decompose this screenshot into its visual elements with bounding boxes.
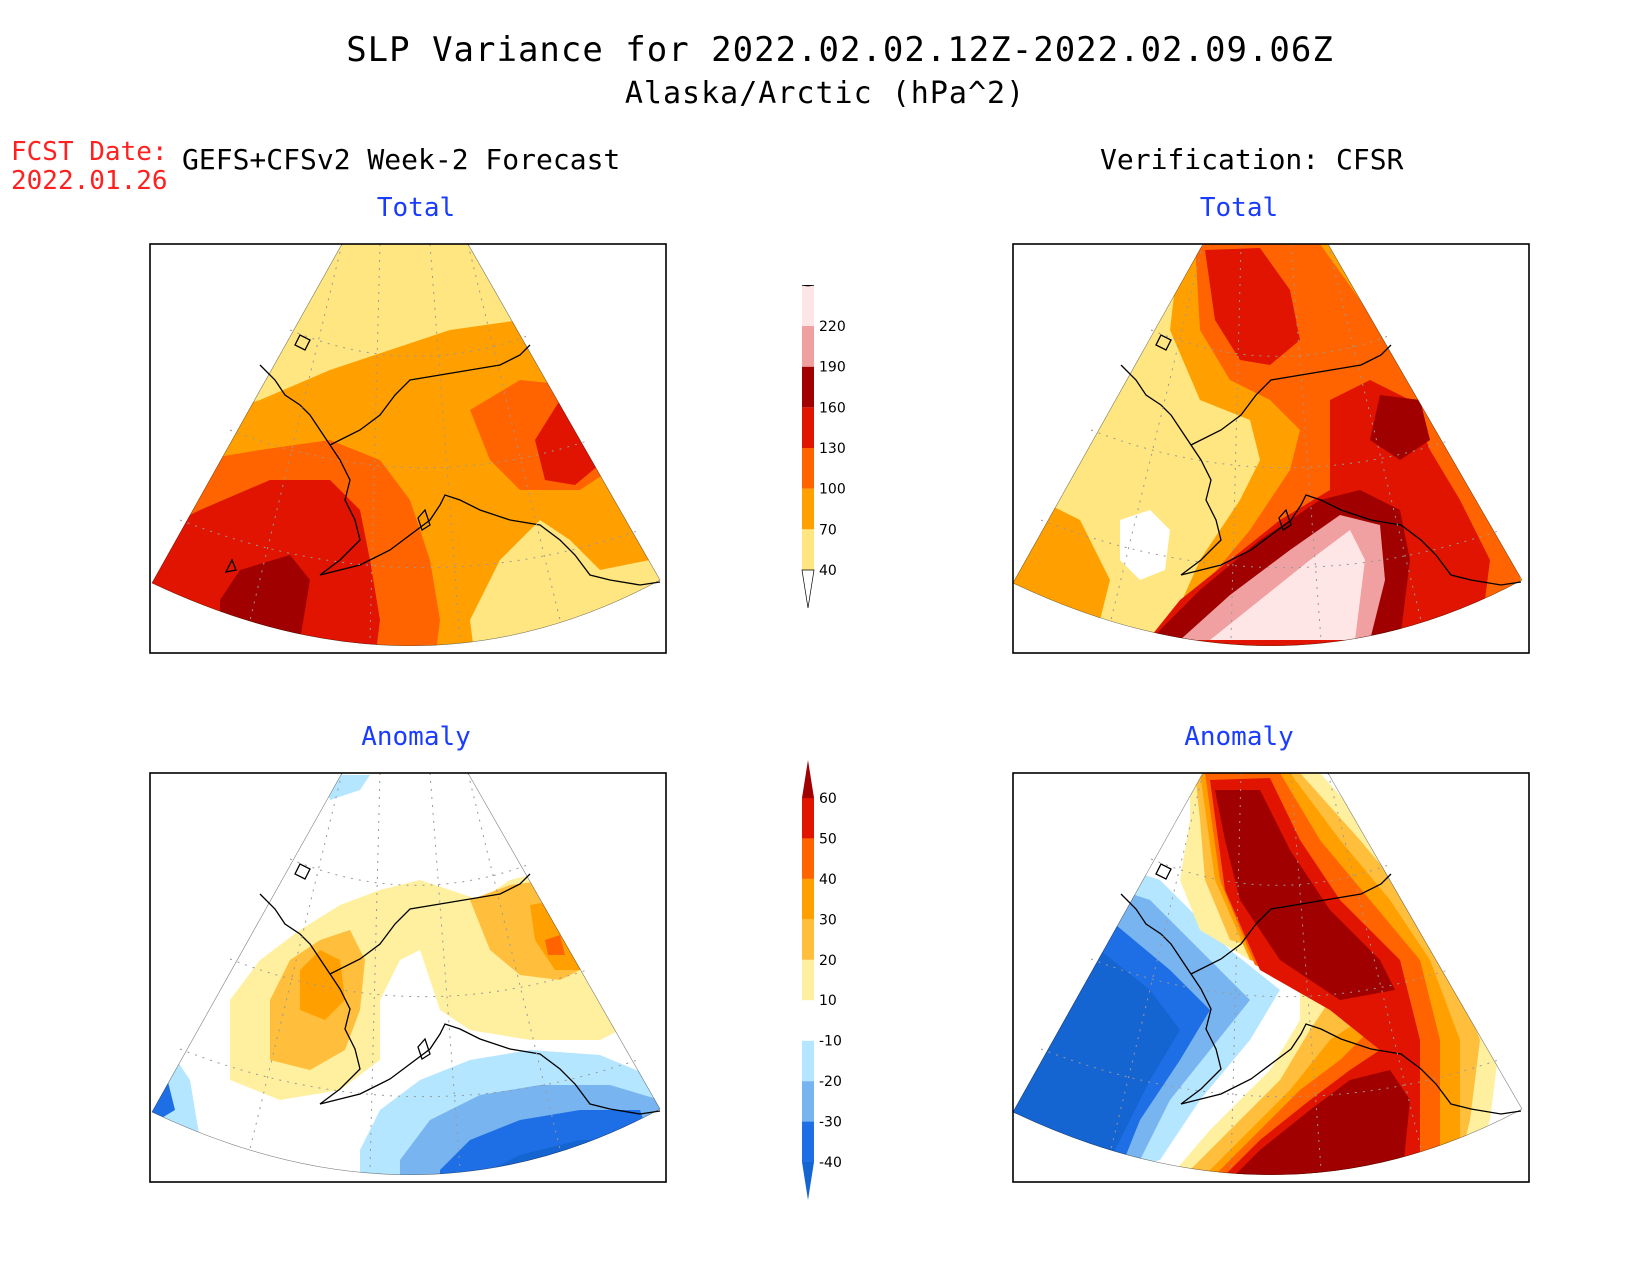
forecast-column-heading: GEFS+CFSv2 Week-2 Forecast xyxy=(182,143,621,176)
colorbar-swatch xyxy=(802,1121,814,1162)
colorbar-tick-label: -20 xyxy=(819,1074,842,1090)
forecast-total-frame xyxy=(149,243,667,654)
colorbar-triangle-bottom xyxy=(802,1162,814,1200)
chart-title: SLP Variance for 2022.02.02.12Z-2022.02.… xyxy=(346,30,1334,70)
colorbar-swatch xyxy=(802,959,814,1001)
colorbar-swatch xyxy=(802,1040,814,1082)
colorbar-swatch xyxy=(802,1000,814,1041)
verification-anomaly-title: Anomaly xyxy=(1184,722,1294,752)
colorbar-tick-label: 60 xyxy=(819,791,837,807)
fan-outline xyxy=(151,243,661,647)
graticule xyxy=(179,243,641,641)
region-160-190 xyxy=(1370,395,1430,460)
colorbar-swatch xyxy=(802,326,814,367)
region-220-plus xyxy=(1210,530,1365,640)
region-below-40 xyxy=(1120,510,1170,580)
verification-anomaly-map xyxy=(1012,772,1523,1176)
colorbar-swatch xyxy=(802,798,814,839)
verification-anomaly-frame xyxy=(1012,772,1530,1183)
region-130-160 xyxy=(1205,248,1300,365)
colorbar-triangle-top xyxy=(802,760,814,798)
colorbar-tick-label: 40 xyxy=(819,563,837,579)
colorbar-swatch xyxy=(802,878,814,920)
colorbar-swatch xyxy=(802,366,814,408)
colorbar-tick-label: 50 xyxy=(819,831,837,847)
graticule xyxy=(1040,772,1502,1170)
colorbar-tick-label: 40 xyxy=(819,872,837,888)
chart-subtitle: Alaska/Arctic (hPa^2) xyxy=(624,76,1026,111)
colorbar-swatch xyxy=(802,407,814,448)
region-p40-p50-east xyxy=(545,935,565,955)
colorbar-tick-label: 130 xyxy=(819,441,846,457)
colorbar-tick-label: -30 xyxy=(819,1115,842,1131)
fan-outline xyxy=(1012,243,1523,647)
region-p60-plus xyxy=(1215,790,1395,1000)
colorbar-anomaly: -40 -30 -20 -10 10 20 30 40 50 60 xyxy=(802,760,842,1200)
colorbar-swatch xyxy=(802,919,814,960)
forecast-anomaly-map xyxy=(151,772,661,1176)
fan-outline xyxy=(1012,772,1523,1176)
colorbar-triangle-bottom xyxy=(801,569,815,609)
coastline xyxy=(1120,334,1522,586)
colorbar-tick-label: 190 xyxy=(819,360,846,376)
region-p30-p40 xyxy=(300,950,345,1020)
colorbar-swatch xyxy=(802,448,814,489)
forecast-total-map xyxy=(151,243,661,647)
region-below-40-nw xyxy=(1030,370,1090,450)
verification-total-frame xyxy=(1012,243,1530,654)
forecast-date-value: 2022.01.26 xyxy=(11,166,168,196)
forecast-date: FCST Date: 2022.01.26 xyxy=(11,138,168,196)
colorbar-tick-label: -40 xyxy=(819,1155,842,1171)
colorbar-tick-label: 160 xyxy=(819,400,846,416)
forecast-anomaly-title: Anomaly xyxy=(361,722,471,752)
colorbar-swatch xyxy=(802,838,814,879)
graticule xyxy=(179,772,641,1170)
verification-total-title: Total xyxy=(1199,193,1279,223)
colorbar-tick-label: 100 xyxy=(819,482,846,498)
colorbar-tick-label: 10 xyxy=(819,993,837,1009)
colorbar-tick-label: 30 xyxy=(819,912,837,928)
colorbar-tick-label: 220 xyxy=(819,319,846,335)
graticule xyxy=(1040,243,1502,641)
coastline xyxy=(1120,863,1522,1115)
colorbar-total: 40 70 100 130 160 190 220 xyxy=(801,284,846,609)
colorbar-tick-label: -10 xyxy=(819,1034,842,1050)
coastline xyxy=(259,863,661,1115)
fan-outline xyxy=(151,772,661,1176)
colorbar-triangle-top xyxy=(801,284,815,287)
forecast-anomaly-frame xyxy=(149,772,667,1183)
colorbar-swatch xyxy=(802,488,814,530)
verification-column-heading: Verification: CFSR xyxy=(1100,143,1404,176)
colorbar-tick-label: 20 xyxy=(819,953,837,969)
forecast-date-label: FCST Date: xyxy=(11,137,168,167)
coastline xyxy=(224,334,661,586)
colorbar-swatch xyxy=(802,529,814,570)
forecast-total-title: Total xyxy=(376,193,456,223)
verification-total-map xyxy=(1012,243,1523,647)
colorbar-tick-label: 70 xyxy=(819,522,837,538)
colorbar-swatch xyxy=(802,285,814,326)
colorbar-swatch xyxy=(802,1081,814,1122)
